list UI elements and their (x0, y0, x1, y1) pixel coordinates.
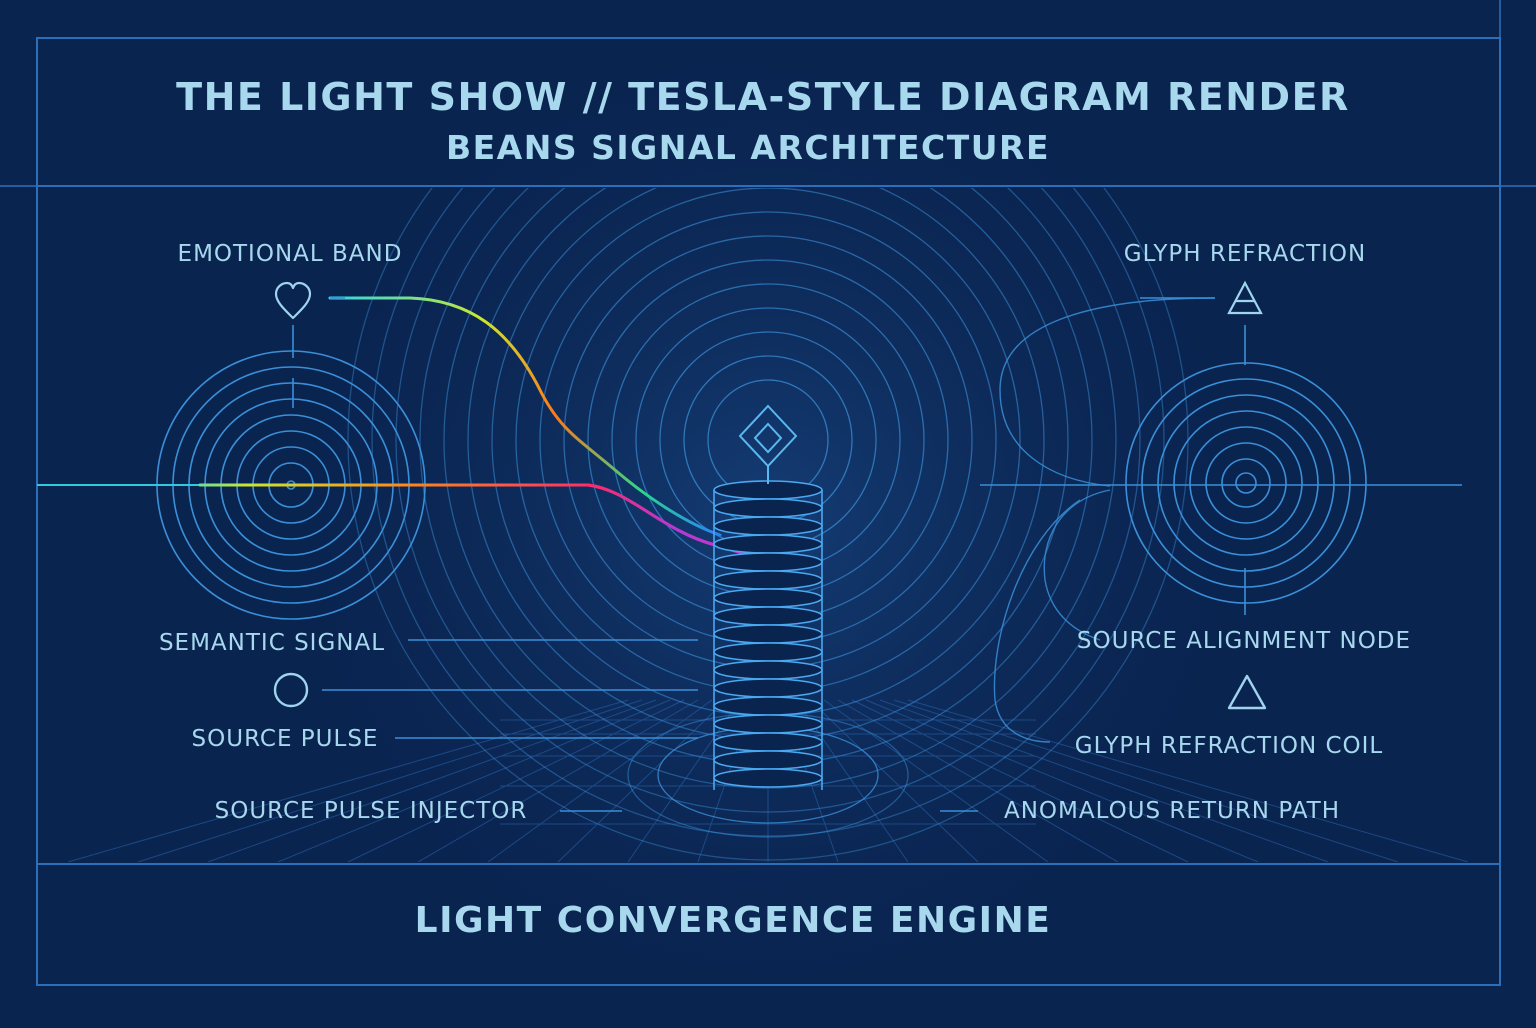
label-semantic-signal: SEMANTIC SIGNAL (159, 630, 385, 656)
grid-line (879, 699, 1329, 862)
coil-turn (713, 678, 823, 698)
connector-lines (292, 325, 1246, 615)
grid-line (851, 699, 1189, 862)
grid-line (67, 699, 629, 862)
grid-line (557, 699, 727, 862)
coil-turn (713, 696, 823, 716)
label-anomalous-return-path: ANOMALOUS RETURN PATH (1004, 798, 1340, 824)
target-ring (1189, 426, 1303, 540)
heart-icon (274, 281, 312, 320)
glyph-refraction-target (1125, 362, 1367, 604)
source-alignment-triangle-icon (1227, 674, 1267, 710)
label-leaders (322, 297, 1215, 812)
alignment-curve (1043, 489, 1111, 641)
outer-frame (36, 37, 1501, 986)
triangle-icon (1227, 280, 1263, 315)
coil-turn (713, 498, 823, 518)
glyph-refraction-feed (999, 297, 1216, 487)
label-source-pulse-injector: SOURCE PULSE INJECTOR (215, 798, 528, 824)
grid-line (417, 699, 699, 862)
target-ring (1205, 442, 1287, 524)
grid-line (347, 699, 685, 862)
coil-turn (713, 570, 823, 590)
label-glyph-refraction-coil: GLYPH REFRACTION COIL (1075, 733, 1384, 759)
grid-line (893, 699, 1399, 862)
anomalous-return-path (993, 499, 1081, 743)
grid-line (823, 699, 1049, 862)
grid-line (809, 699, 979, 862)
grid-line (907, 699, 1469, 862)
target-ring (1157, 394, 1335, 572)
label-source-pulse: SOURCE PULSE (192, 726, 379, 752)
coil-turn (713, 732, 823, 752)
grid-line (837, 699, 1119, 862)
return-path-curves (993, 297, 1216, 743)
target-ring (1221, 458, 1271, 508)
coil-turn (713, 750, 823, 770)
coil-turn (713, 552, 823, 572)
ripple-ring (371, 188, 1165, 837)
target-ring (1141, 378, 1351, 588)
grid-line (277, 699, 671, 862)
ripple-ring (395, 188, 1141, 813)
coil-turn (713, 642, 823, 662)
page-subtitle: BEANS SIGNAL ARCHITECTURE (446, 128, 1050, 167)
glyph-refraction-coil (713, 480, 823, 790)
target-ring (1173, 410, 1319, 556)
page-title: THE LIGHT SHOW // TESLA-STYLE DIAGRAM RE… (176, 75, 1350, 119)
frame (0, 0, 1536, 986)
grid-line (137, 699, 643, 862)
ripple-ring (419, 188, 1117, 789)
target-ring (1235, 472, 1257, 494)
coil-turn (713, 588, 823, 608)
diamond-icon (738, 404, 798, 484)
coil-turn (713, 768, 823, 788)
coil-turn (713, 714, 823, 734)
emotional-band-beam (328, 296, 722, 537)
coil-turn (713, 606, 823, 626)
coil-turn (713, 534, 823, 554)
label-source-alignment-node: SOURCE ALIGNMENT NODE (1077, 628, 1411, 654)
grid-line (865, 699, 1259, 862)
coil-turn (713, 660, 823, 680)
grid-line (207, 699, 657, 862)
label-glyph-refraction: GLYPH REFRACTION (1124, 241, 1366, 267)
coil-turn (713, 516, 823, 536)
footer-title: LIGHT CONVERGENCE ENGINE (415, 900, 1052, 941)
labels: EMOTIONAL BAND GLYPH REFRACTION SEMANTIC… (159, 241, 1411, 824)
circle-icon (273, 672, 309, 708)
coil-turn (713, 624, 823, 644)
grid-line (487, 699, 713, 862)
target-ring (1125, 362, 1367, 604)
label-emotional-band: EMOTIONAL BAND (178, 241, 403, 267)
